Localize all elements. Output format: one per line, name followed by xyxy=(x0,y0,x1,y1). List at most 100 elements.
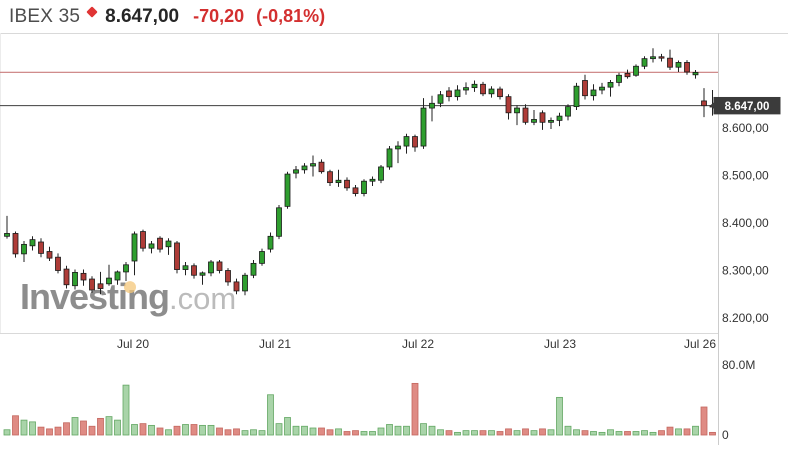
candle-body[interactable] xyxy=(199,272,206,276)
candle-body[interactable] xyxy=(412,136,418,148)
volume-bar[interactable] xyxy=(190,424,198,436)
volume-bar[interactable] xyxy=(165,429,172,436)
volume-bar[interactable] xyxy=(139,423,147,436)
candle-body[interactable] xyxy=(488,88,495,95)
candle-body[interactable] xyxy=(250,262,257,276)
candle-body[interactable] xyxy=(378,166,384,181)
candle-body[interactable] xyxy=(590,89,597,97)
candle-body[interactable] xyxy=(454,89,461,98)
volume-bar[interactable] xyxy=(29,421,36,436)
candle-body[interactable] xyxy=(208,261,214,274)
volume-bar[interactable] xyxy=(37,426,45,436)
candle-body[interactable] xyxy=(284,173,291,207)
candle-body[interactable] xyxy=(369,178,376,182)
candle-body[interactable] xyxy=(395,145,401,150)
candle-body[interactable] xyxy=(471,83,478,89)
volume-bar[interactable] xyxy=(428,425,436,436)
volume-bar[interactable] xyxy=(420,423,427,436)
candle-body[interactable] xyxy=(55,256,61,271)
volume-bar[interactable] xyxy=(156,427,164,436)
volume-bar[interactable] xyxy=(547,429,555,436)
candle-body[interactable] xyxy=(565,106,571,117)
volume-bar[interactable] xyxy=(309,427,317,436)
volume-bar[interactable] xyxy=(615,431,623,436)
candle-body[interactable] xyxy=(403,136,410,147)
candle-body[interactable] xyxy=(63,268,70,286)
volume-bar[interactable] xyxy=(292,425,300,436)
candle-body[interactable] xyxy=(539,112,546,123)
candle-body[interactable] xyxy=(97,283,104,289)
candle-body[interactable] xyxy=(327,171,333,184)
volume-bar[interactable] xyxy=(505,428,512,436)
candle-body[interactable] xyxy=(429,102,435,109)
candle-body[interactable] xyxy=(225,270,231,283)
volume-bar[interactable] xyxy=(709,431,716,436)
volume-bar[interactable] xyxy=(607,429,614,436)
volume-bar[interactable] xyxy=(343,431,351,436)
candle-body[interactable] xyxy=(497,88,503,98)
volume-bar[interactable] xyxy=(522,428,529,436)
volume-bar[interactable] xyxy=(284,417,291,436)
candle-body[interactable] xyxy=(182,265,189,270)
candle-body[interactable] xyxy=(131,233,138,262)
volume-bar[interactable] xyxy=(3,429,11,436)
candle-body[interactable] xyxy=(684,62,690,73)
volume-bar[interactable] xyxy=(496,431,504,436)
volume-bar[interactable] xyxy=(114,419,121,436)
candle-body[interactable] xyxy=(335,179,342,184)
volume-bar[interactable] xyxy=(658,430,665,436)
volume-bar[interactable] xyxy=(581,430,589,436)
candle-body[interactable] xyxy=(446,90,452,98)
volume-bar[interactable] xyxy=(666,426,674,436)
candle-body[interactable] xyxy=(301,165,308,171)
candle-body[interactable] xyxy=(191,265,197,276)
candle-body[interactable] xyxy=(463,87,469,91)
candle-body[interactable] xyxy=(573,85,580,108)
volume-bar[interactable] xyxy=(564,425,572,436)
candle-body[interactable] xyxy=(242,274,248,292)
candle-body[interactable] xyxy=(140,231,146,249)
volume-bar[interactable] xyxy=(318,427,325,436)
volume-bar[interactable] xyxy=(573,429,580,436)
candle-body[interactable] xyxy=(114,271,121,281)
candle-body[interactable] xyxy=(106,277,112,285)
volume-bar[interactable] xyxy=(105,416,113,436)
candle-body[interactable] xyxy=(658,56,665,59)
volume-bar[interactable] xyxy=(148,424,155,436)
volume-bar[interactable] xyxy=(624,431,631,436)
volume-bar[interactable] xyxy=(700,406,708,436)
volume-bar[interactable] xyxy=(12,415,19,436)
candle-body[interactable] xyxy=(701,100,707,107)
candle-body[interactable] xyxy=(123,264,129,273)
volume-bar[interactable] xyxy=(335,428,342,436)
candle-body[interactable] xyxy=(607,82,614,88)
volume-bar[interactable] xyxy=(445,430,453,436)
volume-bar[interactable] xyxy=(352,430,359,436)
volume-bar[interactable] xyxy=(131,424,138,436)
volume-bar[interactable] xyxy=(20,419,28,436)
volume-bar[interactable] xyxy=(394,425,402,436)
candle-body[interactable] xyxy=(624,72,631,78)
volume-bar[interactable] xyxy=(63,422,70,436)
volume-bar[interactable] xyxy=(250,429,257,436)
volume-bar[interactable] xyxy=(462,430,470,436)
volume-bar[interactable] xyxy=(683,428,691,436)
candle-body[interactable] xyxy=(46,251,53,259)
volume-bar[interactable] xyxy=(54,426,62,436)
volume-bar[interactable] xyxy=(692,425,699,436)
candle-body[interactable] xyxy=(216,261,223,271)
candle-body[interactable] xyxy=(582,80,588,97)
volume-bar[interactable] xyxy=(632,431,640,436)
candle-body[interactable] xyxy=(293,169,299,174)
candle-body[interactable] xyxy=(522,107,529,123)
volume-bar[interactable] xyxy=(454,431,461,436)
volume-bar[interactable] xyxy=(377,427,385,436)
volume-bar[interactable] xyxy=(369,431,376,436)
volume-bar[interactable] xyxy=(437,429,444,436)
candle-body[interactable] xyxy=(157,237,163,250)
volume-bar[interactable] xyxy=(80,420,87,436)
candle-body[interactable] xyxy=(514,107,520,114)
volume-bar[interactable] xyxy=(88,425,96,436)
candle-body[interactable] xyxy=(599,86,605,91)
